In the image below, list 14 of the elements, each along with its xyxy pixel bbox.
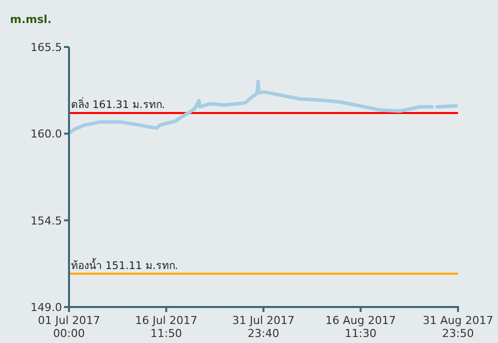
- x-tick-label: 16 Jul 2017 11:50: [135, 314, 198, 340]
- y-tick-label: 149.0: [30, 301, 62, 314]
- ref-line-label: ตลิ่ง 161.31 ม.รทก.: [71, 97, 166, 112]
- ref-line: ตลิ่ง 161.31 ม.รทก.: [69, 99, 458, 114]
- ref-line: ท้องน้ำ 151.11 ม.รทก.: [69, 260, 458, 275]
- y-tick-label: 165.5: [30, 41, 62, 54]
- y-axis-title: m.msl.: [10, 13, 52, 26]
- x-tick-label: 16 Aug 2017 11:30: [325, 314, 396, 340]
- y-tick-label: 154.5: [30, 214, 62, 228]
- x-tick-label: 01 Jul 2017 00:00: [38, 314, 100, 340]
- y-tick-label: 160.0: [30, 128, 62, 141]
- ref-line-label: ท้องน้ำ 151.11 ม.รทก.: [71, 258, 178, 272]
- x-tick-label: 31 Jul 2017 23:40: [232, 314, 295, 340]
- x-tick-label: 31 Aug 2017 23:50: [422, 314, 494, 340]
